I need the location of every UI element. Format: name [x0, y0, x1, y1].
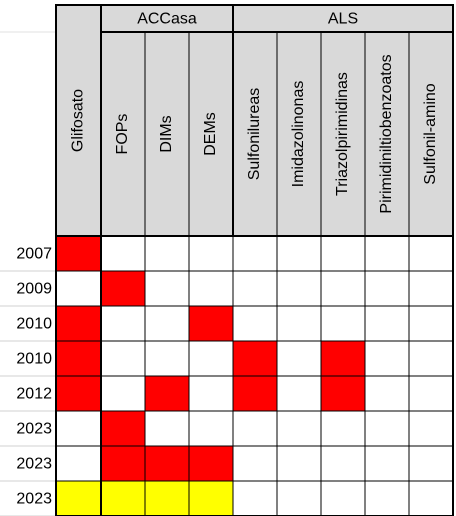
cell: [55, 445, 102, 482]
cell: [276, 445, 322, 482]
row-label: 2023: [16, 456, 52, 473]
row-label: 2007: [16, 246, 52, 263]
cell: [188, 445, 234, 482]
cell: [144, 445, 190, 482]
cell: [144, 305, 190, 342]
cell: [55, 410, 102, 447]
cell: [100, 375, 146, 412]
cell: [144, 375, 190, 412]
cell: [364, 270, 410, 307]
cell: [364, 340, 410, 377]
group-header: ACCasa: [137, 11, 197, 28]
cell: [364, 375, 410, 412]
column-header: DIMs: [158, 115, 175, 152]
cell: [232, 410, 278, 447]
cell: [100, 235, 146, 272]
cell: [320, 305, 366, 342]
cell: [232, 480, 278, 516]
cell: [100, 340, 146, 377]
cell: [100, 480, 146, 516]
cell: [144, 480, 190, 516]
cell: [408, 410, 454, 447]
cell: [188, 375, 234, 412]
row-label: 2023: [16, 491, 52, 508]
cell: [144, 410, 190, 447]
cell: [232, 235, 278, 272]
cell: [408, 445, 454, 482]
cell: [232, 340, 278, 377]
cell: [232, 375, 278, 412]
column-header: DEMs: [202, 112, 219, 156]
cell: [55, 270, 102, 307]
cell: [364, 410, 410, 447]
column-header: Imidazolinonas: [290, 81, 307, 188]
cell: [276, 375, 322, 412]
row-label: 2009: [16, 281, 52, 298]
cell: [188, 340, 234, 377]
row-label: 2023: [16, 421, 52, 438]
cell: [232, 445, 278, 482]
column-header: Sulfonilureas: [246, 88, 263, 181]
header-bg: [56, 5, 453, 236]
cell: [144, 340, 190, 377]
cell: [100, 305, 146, 342]
cell: [276, 340, 322, 377]
cell: [408, 340, 454, 377]
cell: [320, 340, 366, 377]
row-label: 2012: [16, 386, 52, 403]
column-header: Triazolpirimidinas: [334, 72, 351, 196]
cell: [408, 235, 454, 272]
row-label: 2010: [16, 316, 52, 333]
cell: [232, 305, 278, 342]
cell: [364, 480, 410, 516]
group-header: ALS: [328, 11, 358, 28]
cell: [364, 445, 410, 482]
cell: [408, 305, 454, 342]
cell: [55, 340, 102, 377]
row-label: 2010: [16, 351, 52, 368]
cell: [320, 480, 366, 516]
column-header: Glifosato: [70, 89, 87, 152]
cell: [144, 270, 190, 307]
cell: [276, 270, 322, 307]
cell: [188, 480, 234, 516]
cell: [320, 445, 366, 482]
cell: [320, 375, 366, 412]
cell: [55, 375, 102, 412]
cell: [100, 270, 146, 307]
cell: [364, 305, 410, 342]
cell: [276, 235, 322, 272]
column-header: Pirimidiniltiobenzoatos: [378, 54, 395, 213]
cell: [276, 480, 322, 516]
cell: [188, 410, 234, 447]
cell: [188, 235, 234, 272]
cell: [408, 270, 454, 307]
cell: [55, 480, 102, 516]
cell: [364, 235, 410, 272]
cell: [320, 235, 366, 272]
column-header: FOPs: [114, 114, 131, 155]
cell: [408, 480, 454, 516]
cell: [320, 410, 366, 447]
cell: [276, 410, 322, 447]
cell: [188, 305, 234, 342]
cell: [100, 445, 146, 482]
cell: [55, 235, 102, 272]
cell: [276, 305, 322, 342]
cell: [144, 235, 190, 272]
cell: [188, 270, 234, 307]
cell: [100, 410, 146, 447]
cell: [55, 305, 102, 342]
outer-border: [55, 4, 454, 516]
cell: [320, 270, 366, 307]
cell: [232, 270, 278, 307]
column-header: Sulfonil-amino: [422, 83, 439, 184]
cell: [408, 375, 454, 412]
